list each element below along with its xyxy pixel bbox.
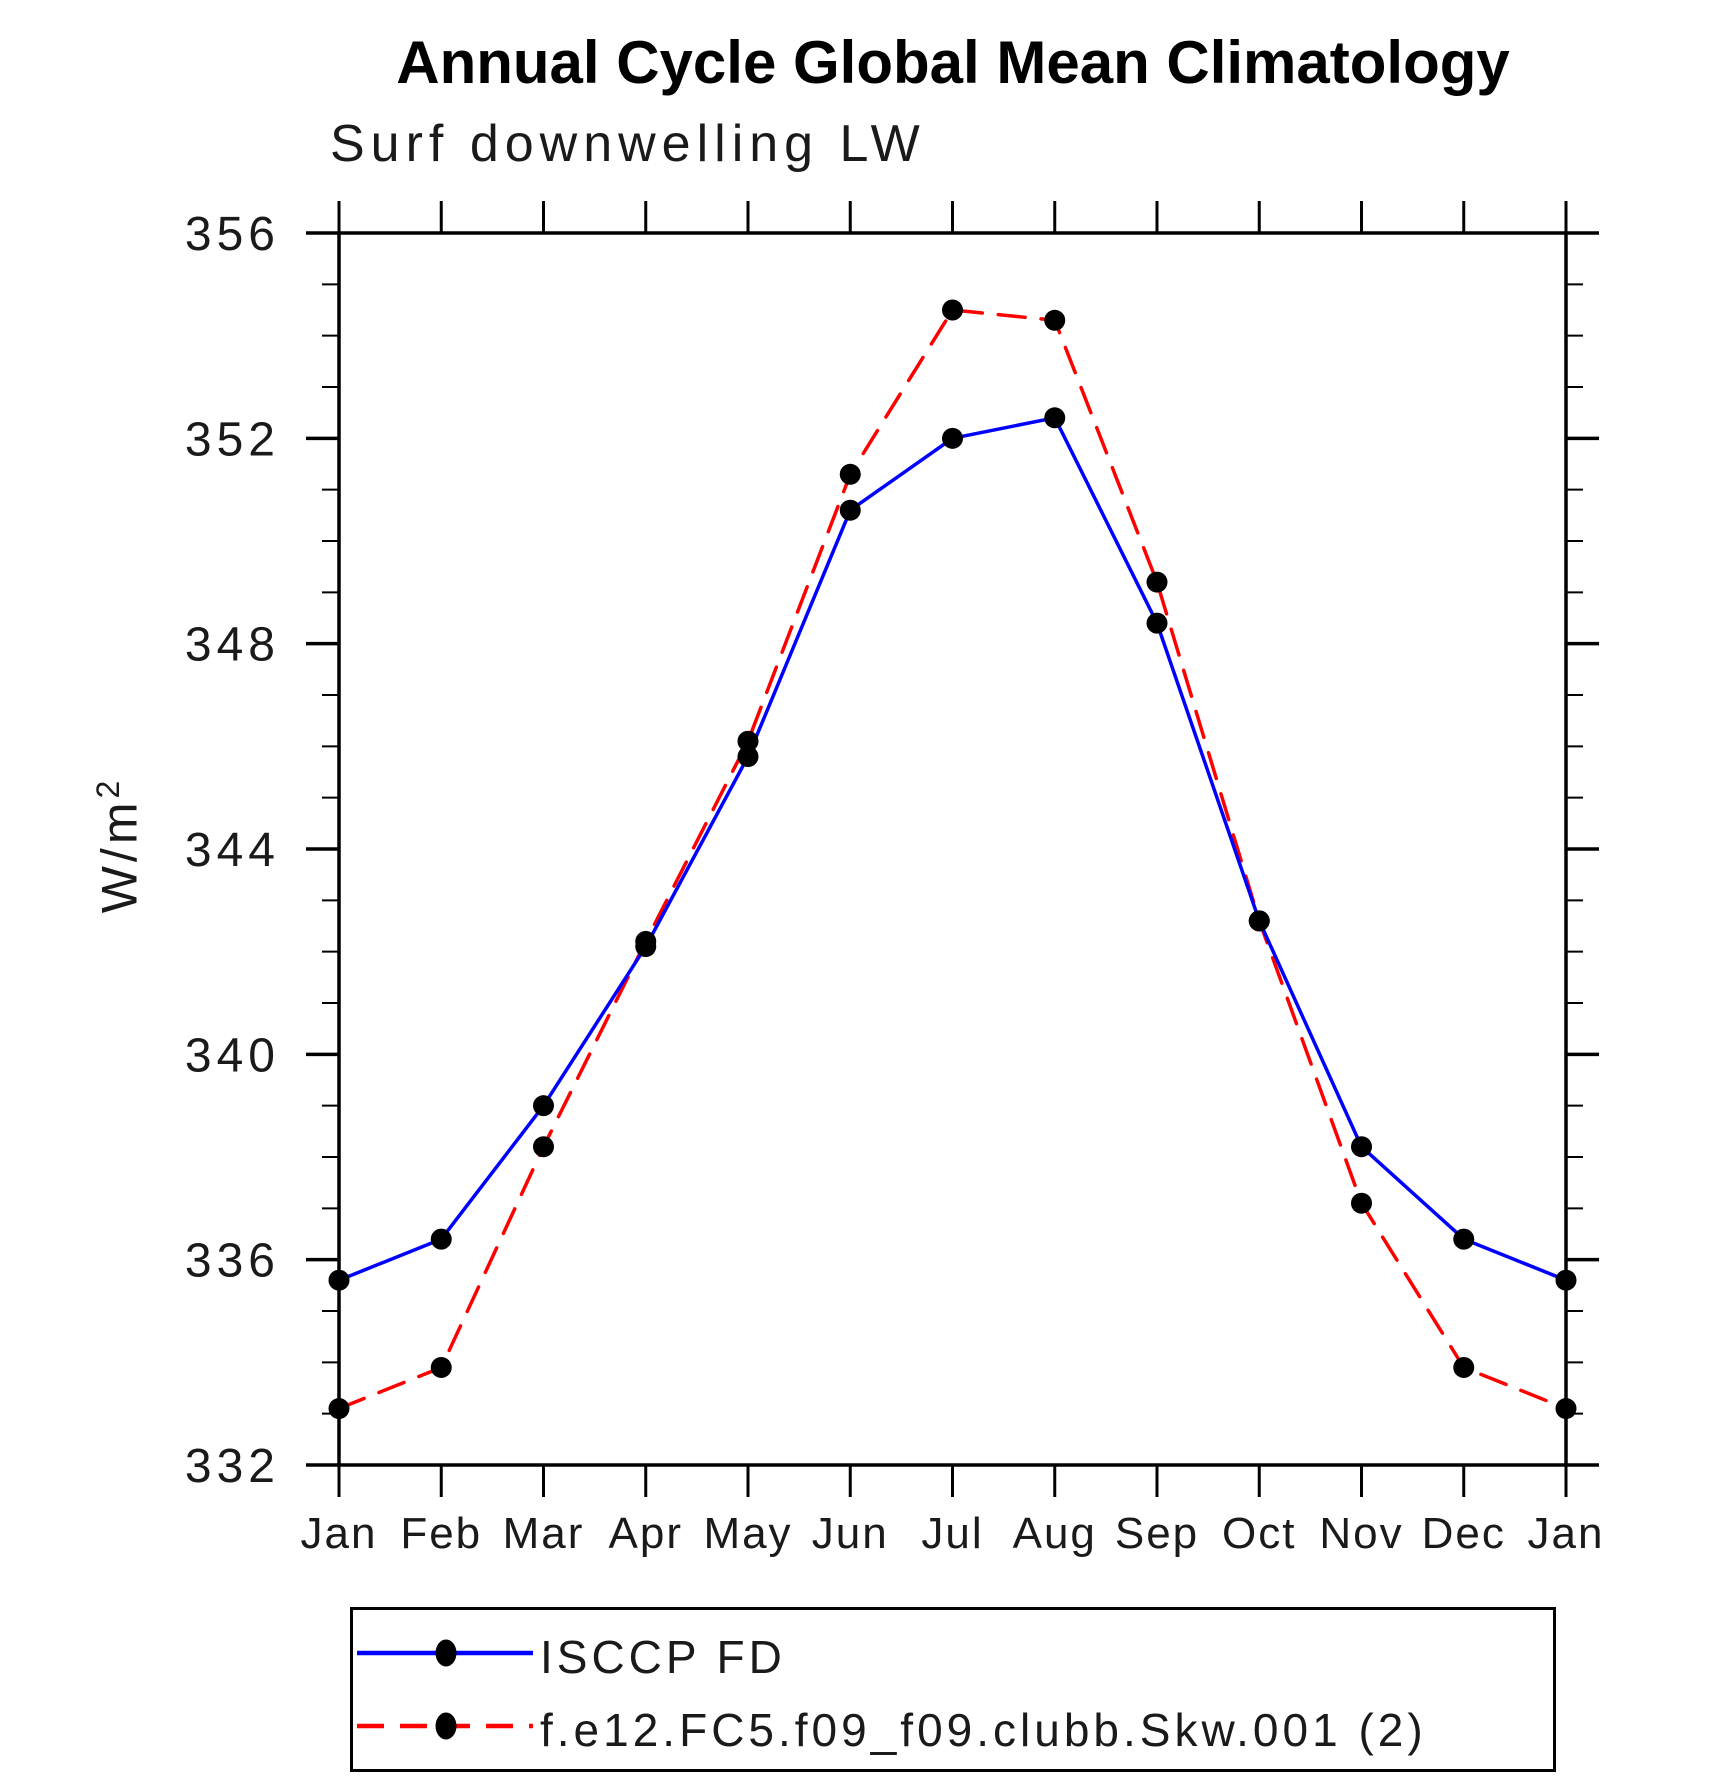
x-tick-label: Feb: [400, 1509, 482, 1558]
y-axis-label: W/m2: [90, 745, 150, 945]
data-point-model-run: [533, 1136, 554, 1158]
y-tick-label: 352: [185, 413, 280, 466]
x-tick-label: Sep: [1115, 1509, 1199, 1558]
x-tick-label: Jan: [1528, 1509, 1605, 1558]
data-point-model-run: [1146, 571, 1168, 593]
data-point-model-run: [942, 299, 963, 321]
data-point-model-run: [839, 463, 861, 485]
y-tick-label: 336: [185, 1235, 280, 1288]
data-point-model-run: [430, 1356, 452, 1378]
data-point-model-run: [1351, 1192, 1372, 1214]
data-point-isccp-fd: [1146, 612, 1168, 634]
data-point-model-run: [1044, 309, 1066, 331]
series-line-isccp-fd: [337, 416, 1568, 1282]
x-tick-label: Jul: [921, 1509, 983, 1558]
x-tick-label: Nov: [1319, 1509, 1403, 1558]
data-point-isccp-fd: [942, 427, 963, 449]
chart-subtitle: Surf downwelling LW: [330, 115, 926, 173]
y-axis-label-superscript: 2: [90, 776, 126, 799]
data-point-model-run: [1248, 910, 1270, 932]
legend-label-isccp-fd: ISCCP FD: [540, 1631, 786, 1683]
chart-title: Annual Cycle Global Mean Climatology: [396, 29, 1510, 96]
data-point-model-run: [1453, 1356, 1475, 1378]
data-point-model-run: [737, 730, 759, 752]
x-tick-label: Aug: [1013, 1509, 1097, 1558]
legend-marker-1: [435, 1712, 457, 1740]
data-point-isccp-fd: [1453, 1228, 1475, 1250]
data-point-model-run: [1555, 1398, 1577, 1420]
x-tick-label: Apr: [609, 1509, 683, 1558]
y-axis-label-base: W/m: [91, 798, 148, 914]
x-tick-label: Mar: [503, 1509, 585, 1558]
x-tick-label: May: [703, 1509, 792, 1558]
data-point-isccp-fd: [1351, 1136, 1372, 1158]
data-point-isccp-fd: [839, 499, 861, 521]
y-tick-label: 344: [185, 824, 280, 877]
data-point-model-run: [635, 930, 657, 952]
x-tick-label: Dec: [1422, 1509, 1506, 1558]
legend-label-model-run: f.e12.FC5.f09_f09.clubb.Skw.001 (2): [540, 1704, 1427, 1756]
y-tick-label: 348: [185, 619, 280, 672]
x-tick-label: Jan: [301, 1509, 378, 1558]
data-point-isccp-fd: [533, 1095, 554, 1117]
data-point-isccp-fd: [737, 746, 759, 768]
y-tick-label: 356: [185, 208, 280, 261]
data-point-isccp-fd: [1044, 407, 1066, 429]
data-point-model-run: [328, 1398, 350, 1420]
data-point-isccp-fd: [1555, 1269, 1577, 1291]
legend-marker-0: [435, 1639, 457, 1667]
x-tick-label: Jun: [812, 1509, 889, 1558]
y-tick-label: 332: [185, 1440, 280, 1493]
data-point-isccp-fd: [430, 1228, 452, 1250]
plot-frame: [337, 231, 1568, 1467]
legend-box: [350, 1607, 1556, 1772]
series-line-model-run: [337, 308, 1568, 1411]
x-tick-label: Oct: [1222, 1509, 1296, 1558]
y-tick-label: 340: [185, 1029, 280, 1082]
data-point-isccp-fd: [328, 1269, 350, 1291]
